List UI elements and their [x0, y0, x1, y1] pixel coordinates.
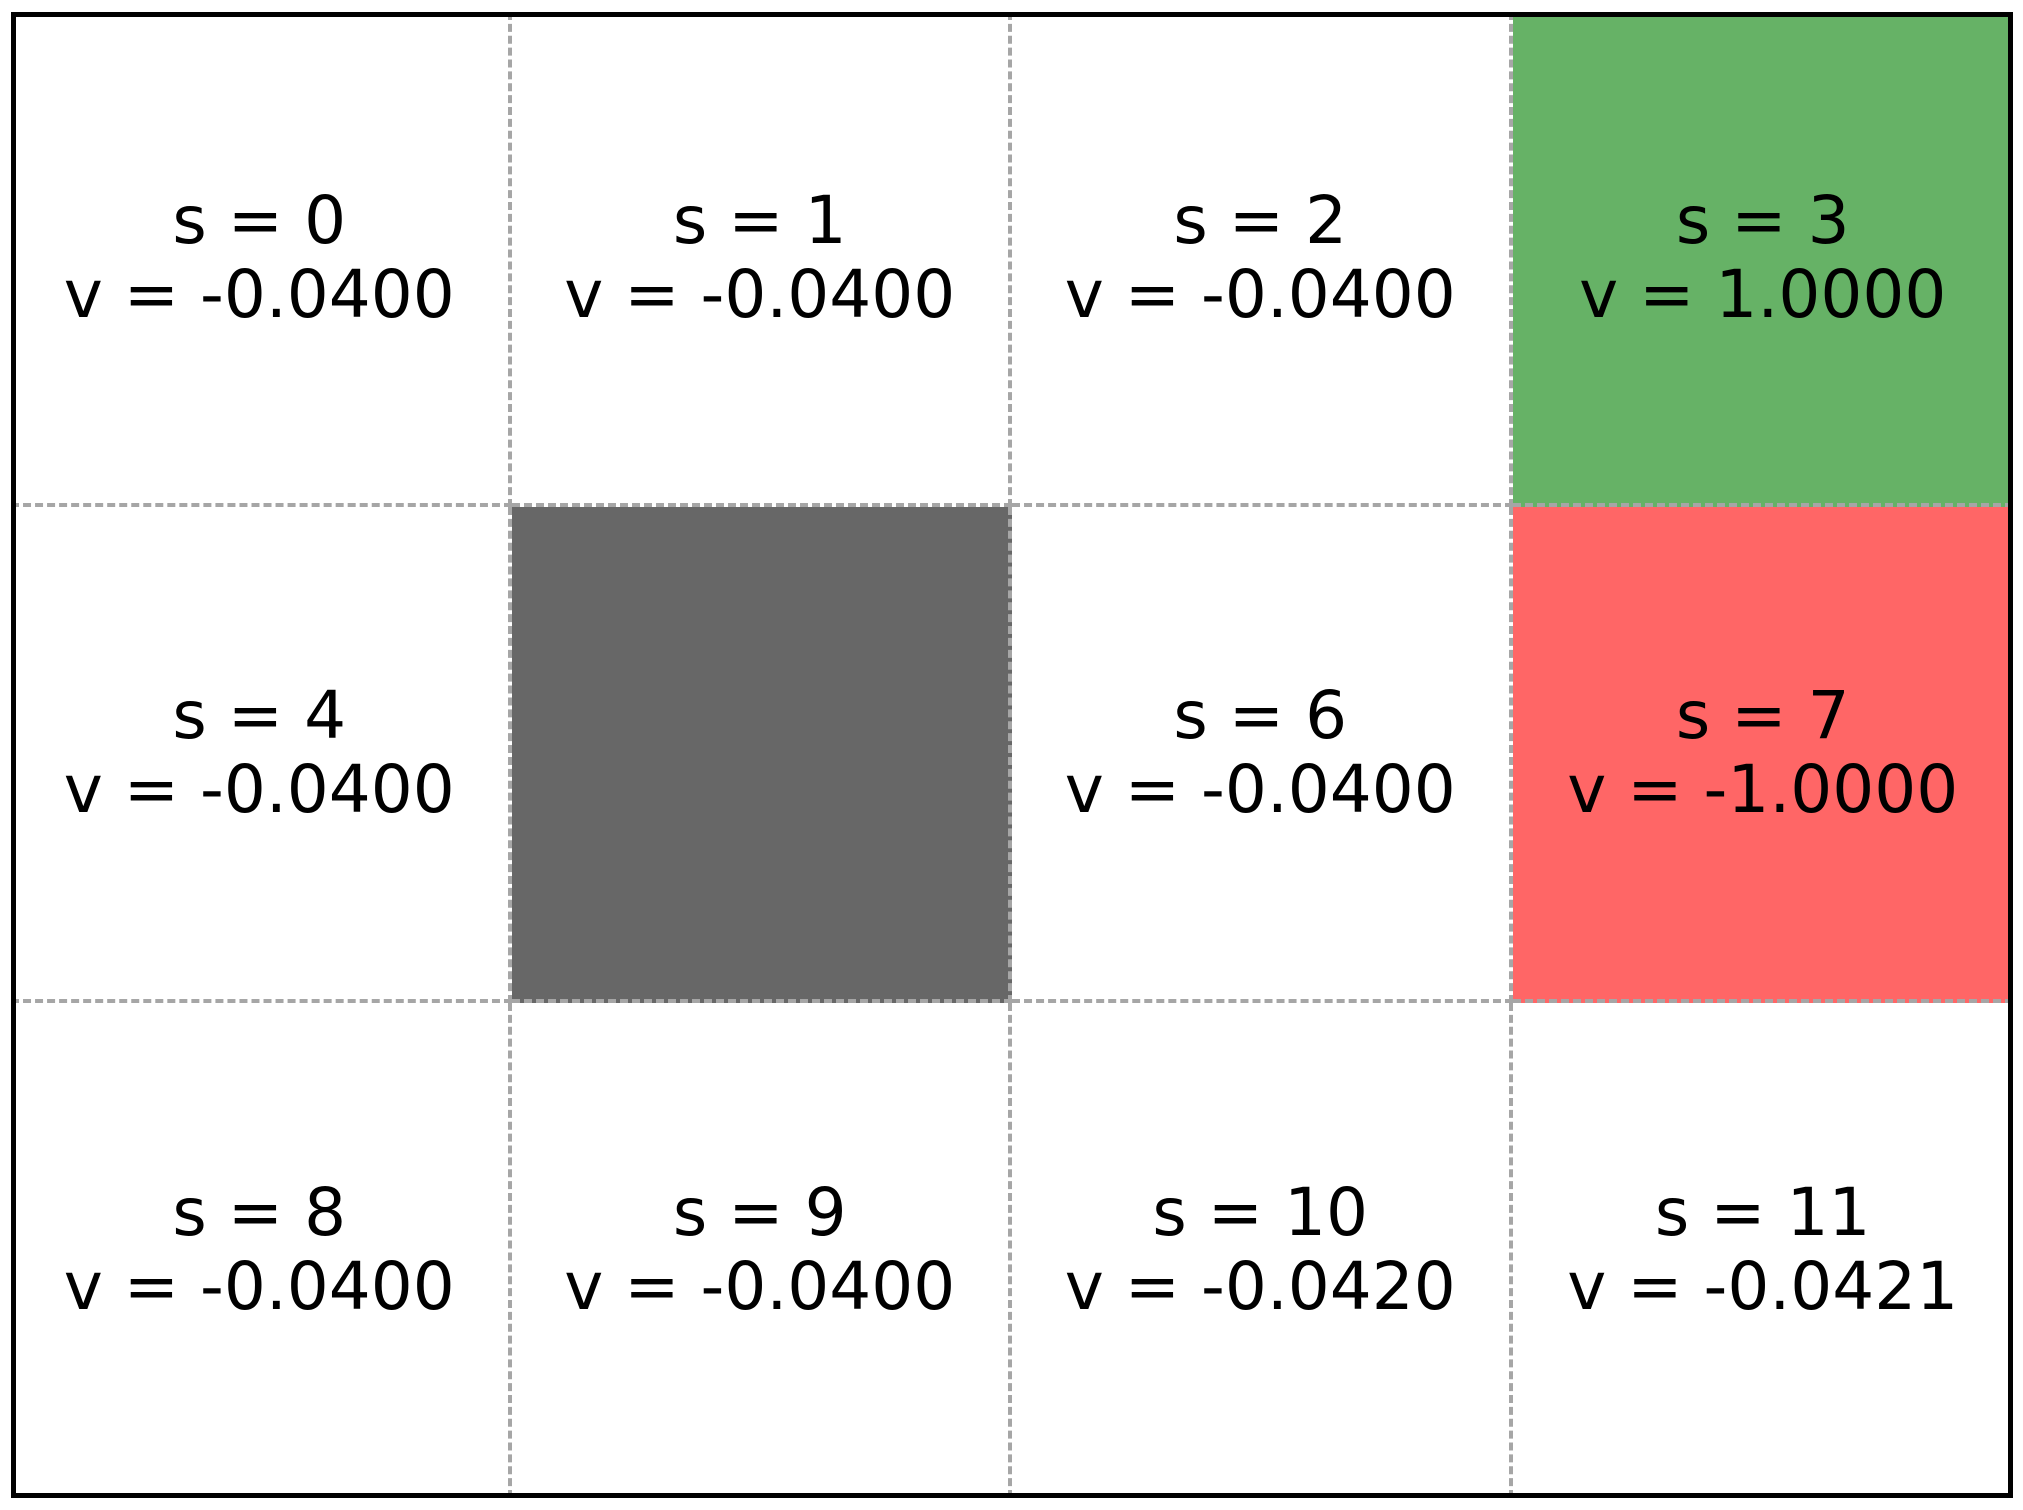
value-label: v = 1.0000 [1579, 255, 1947, 333]
state-label: s = 1 [672, 181, 847, 259]
normal-cell: s = 10 v = -0.0420 [1012, 1002, 1513, 1498]
value-label: v = -0.0400 [564, 1248, 956, 1326]
value-label: v = -0.0400 [564, 255, 956, 333]
state-label: s = 0 [172, 181, 347, 259]
value-label: v = -0.0400 [1064, 750, 1456, 828]
state-label: s = 4 [172, 676, 347, 754]
value-label: v = -0.0400 [63, 750, 455, 828]
value-label: v = -0.0400 [63, 255, 455, 333]
value-label: v = -0.0400 [1064, 255, 1456, 333]
value-label: v = -0.0420 [1064, 1248, 1456, 1326]
state-label: s = 8 [172, 1174, 347, 1252]
state-label: s = 9 [672, 1174, 847, 1252]
wall-cell [511, 507, 1012, 1003]
state-label: s = 6 [1173, 676, 1348, 754]
value-label: v = -1.0000 [1567, 750, 1959, 828]
state-label: s = 7 [1675, 676, 1850, 754]
value-label: v = -0.0400 [63, 1248, 455, 1326]
value-label: v = -0.0421 [1567, 1248, 1959, 1326]
state-label: s = 10 [1152, 1174, 1369, 1252]
normal-cell: s = 11 v = -0.0421 [1512, 1002, 2013, 1498]
state-label: s = 3 [1675, 181, 1850, 259]
state-label: s = 2 [1173, 181, 1348, 259]
state-label: s = 11 [1654, 1174, 1871, 1252]
